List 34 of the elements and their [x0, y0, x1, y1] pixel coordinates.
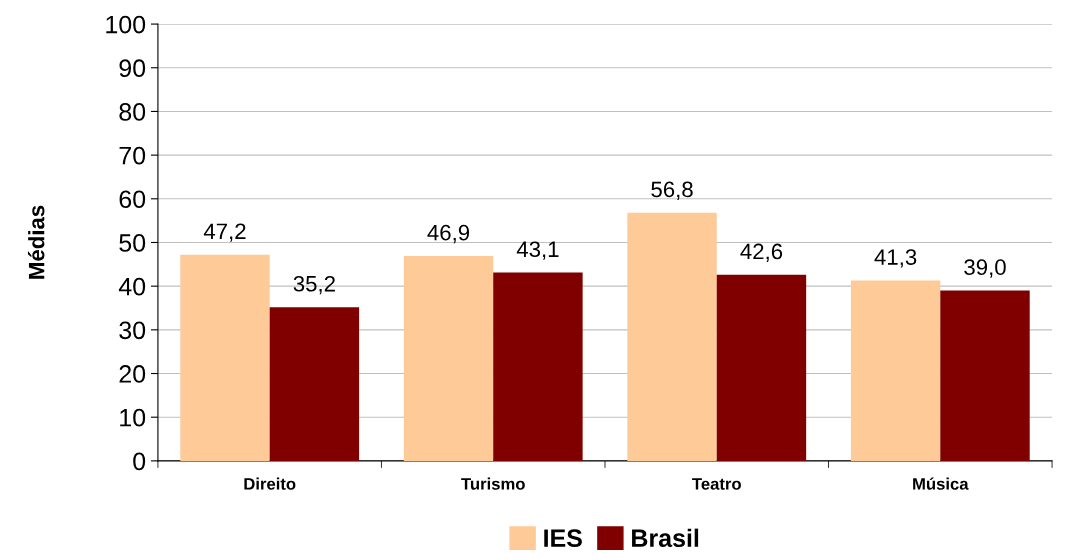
x-tick-label: Música: [913, 477, 969, 490]
data-label: 56,8: [651, 181, 693, 200]
y-tick-label: 100: [106, 15, 146, 34]
bar: [716, 274, 807, 461]
y-axis-title: Médias: [27, 205, 45, 279]
y-tick-label: 0: [133, 452, 146, 471]
y-tick-label: 30: [119, 321, 146, 340]
bar: [627, 212, 717, 461]
data-label: 41,3: [874, 249, 917, 268]
bar: [940, 290, 1030, 461]
bar: [850, 280, 941, 461]
x-tick-label: Teatro: [692, 478, 741, 490]
y-tick-label: 90: [119, 59, 146, 78]
data-label: 35,2: [293, 275, 335, 295]
y-tick-label: 70: [119, 146, 146, 165]
y-tick-label: 40: [118, 277, 146, 296]
bar: [403, 256, 494, 461]
data-label: 42,6: [740, 243, 783, 262]
bar: [180, 254, 270, 461]
y-tick-label: 80: [119, 103, 146, 121]
bar: [269, 307, 360, 461]
data-label: 47,2: [203, 223, 246, 242]
data-label: 46,9: [427, 224, 470, 244]
data-label: 43,1: [516, 241, 559, 260]
x-tick-label: Turismo: [461, 477, 525, 490]
y-tick-label: 20: [119, 365, 146, 383]
y-tick-label: 60: [119, 190, 146, 209]
x-tick-label: Direito: [244, 477, 296, 490]
legend-label: Brasil: [632, 528, 699, 548]
y-tick-label: 50: [119, 234, 146, 252]
legend-label: IES: [544, 529, 582, 548]
bar: [493, 272, 583, 461]
y-tick-label: 10: [120, 408, 146, 427]
data-label: 39,0: [964, 259, 1006, 278]
